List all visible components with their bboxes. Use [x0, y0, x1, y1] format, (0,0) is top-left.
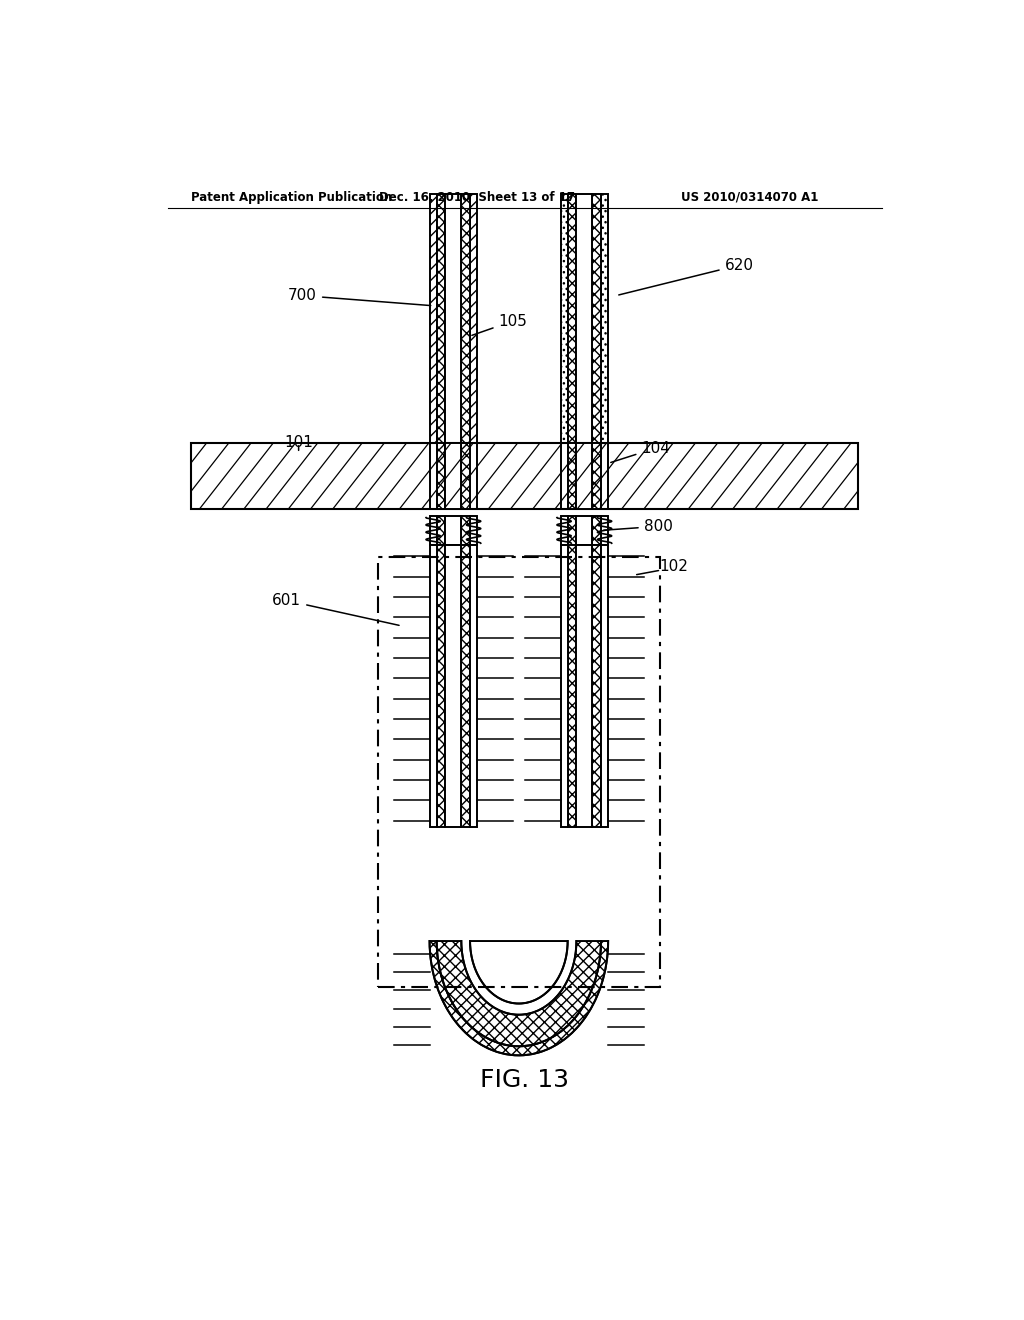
Bar [430, 545, 436, 826]
Bar [567, 516, 577, 545]
Bar [461, 444, 470, 510]
Bar [560, 194, 567, 444]
Text: 620: 620 [618, 257, 754, 294]
Bar [445, 444, 461, 510]
Bar [461, 545, 470, 826]
Bar [470, 545, 477, 826]
Bar [592, 194, 601, 444]
Text: 101: 101 [285, 436, 313, 450]
Wedge shape [470, 941, 567, 1003]
Bar [445, 545, 461, 826]
Text: 102: 102 [659, 560, 688, 574]
Bar [560, 545, 567, 826]
Bar [461, 194, 470, 444]
Bar [436, 194, 445, 444]
Text: 601: 601 [272, 593, 399, 626]
Text: 105: 105 [472, 314, 527, 335]
Bar [577, 545, 592, 826]
Bar [577, 444, 592, 510]
Bar [567, 545, 577, 826]
Bar [592, 516, 601, 545]
Text: 700: 700 [288, 288, 431, 305]
Text: Dec. 16, 2010  Sheet 13 of 17: Dec. 16, 2010 Sheet 13 of 17 [379, 190, 575, 203]
Bar [445, 516, 461, 545]
Text: US 2010/0314070 A1: US 2010/0314070 A1 [681, 190, 818, 203]
Bar [436, 444, 445, 510]
Text: 800: 800 [604, 519, 673, 533]
Bar [592, 444, 601, 510]
Bar [430, 516, 436, 545]
Bar [470, 516, 477, 545]
Bar [592, 545, 601, 826]
Bar [567, 194, 577, 444]
Text: 104: 104 [610, 441, 670, 462]
Bar [567, 444, 577, 510]
Text: FIG. 13: FIG. 13 [480, 1068, 569, 1092]
Text: Patent Application Publication: Patent Application Publication [191, 190, 393, 203]
Bar [436, 545, 445, 826]
Bar [378, 557, 659, 987]
Bar [430, 194, 436, 444]
Bar [436, 516, 445, 545]
Wedge shape [436, 941, 601, 1047]
Bar [470, 194, 477, 444]
Bar [577, 194, 592, 444]
Bar [191, 444, 858, 510]
Bar [560, 516, 567, 545]
Bar [445, 194, 461, 444]
Bar [601, 545, 608, 826]
Bar [601, 194, 608, 444]
Bar [601, 516, 608, 545]
Bar [461, 516, 470, 545]
Bar [577, 516, 592, 545]
Wedge shape [430, 941, 608, 1056]
